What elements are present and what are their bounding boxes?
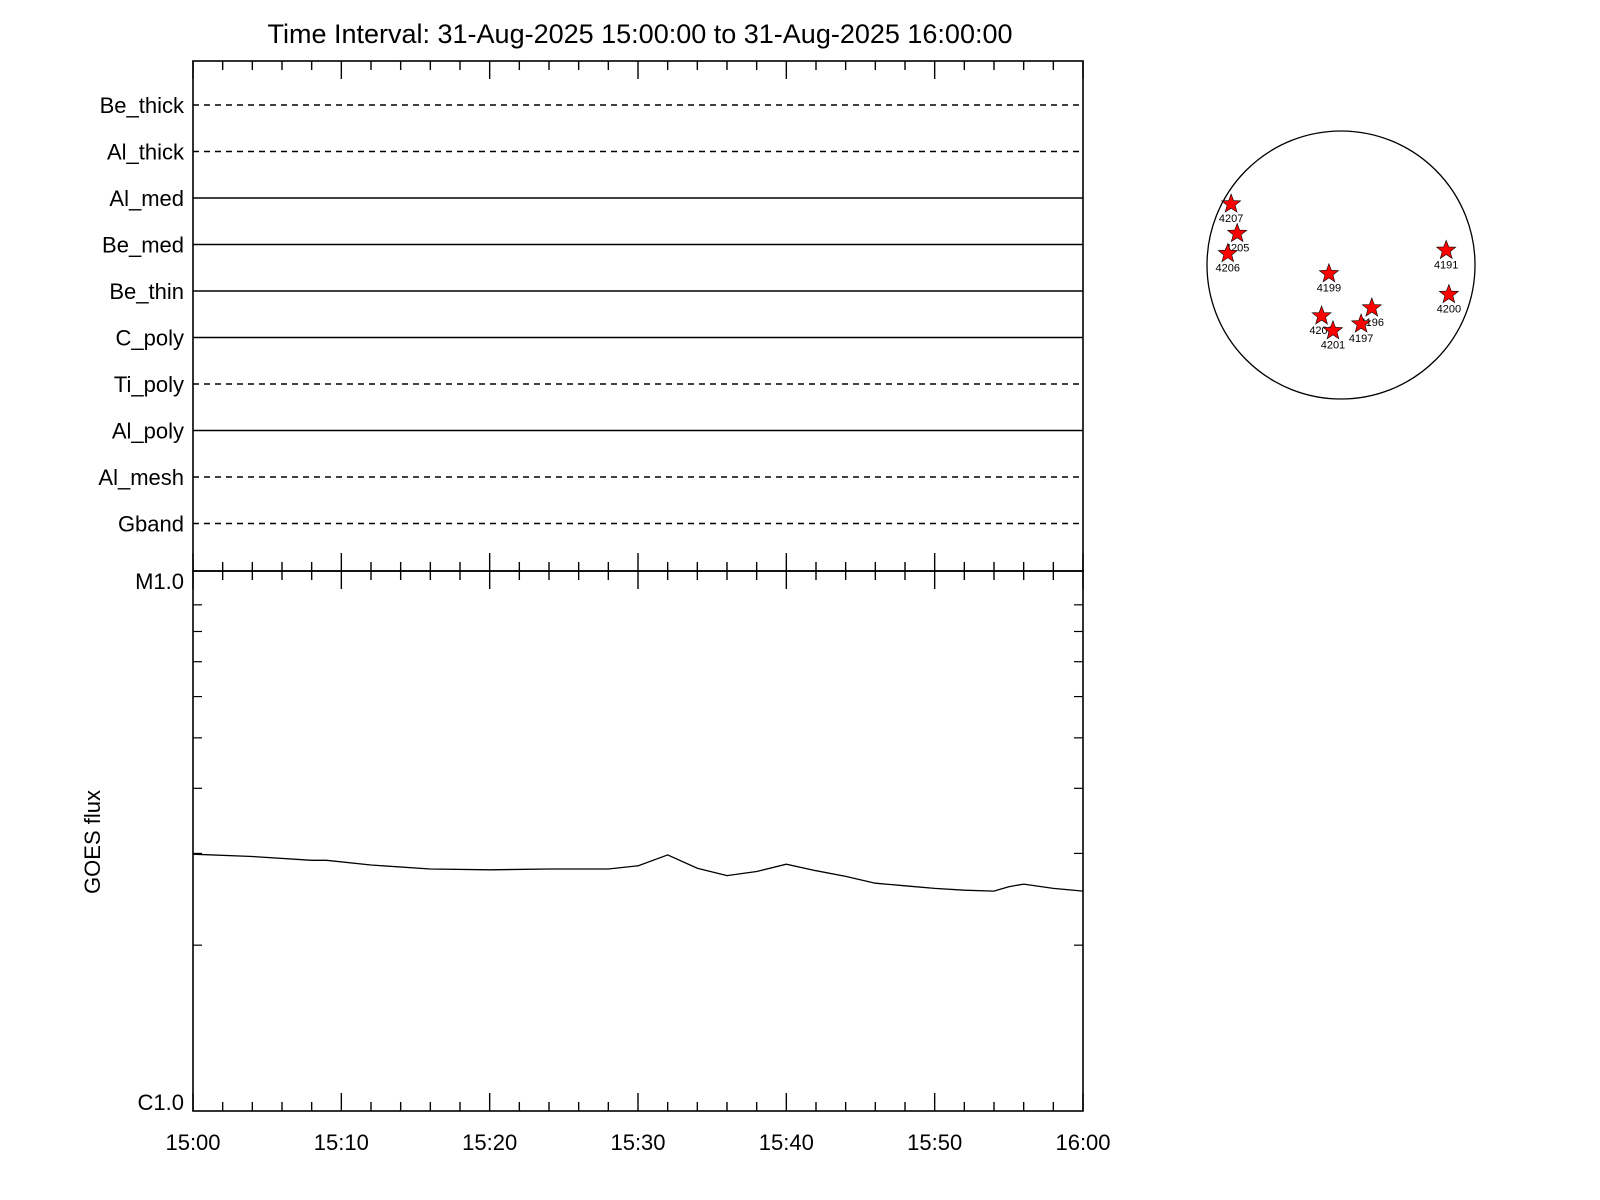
active-region-label: 4207 (1219, 213, 1243, 225)
active-region-star (1435, 239, 1457, 260)
active-region-star (1311, 305, 1332, 325)
x-tick-label: 15:20 (462, 1130, 517, 1155)
timeline-time-ticks (192, 61, 1084, 571)
x-tick-label: 15:30 (610, 1130, 665, 1155)
x-tick-label: 15:50 (907, 1130, 962, 1155)
instrument-timeline-panel: Be_thick Al_thick Al_med Be_med Be_thin C_pol… (98, 60, 1084, 572)
goes-y-ticks: C1.0 M1.0 (135, 569, 1083, 1115)
active-region-star (1322, 319, 1344, 340)
x-tick-label: 15:40 (759, 1130, 814, 1155)
channel-label: Be_med (102, 233, 184, 258)
channel-label: Al_mesh (98, 465, 184, 490)
channel-label: Al_med (109, 186, 184, 211)
active-region-star (1350, 313, 1372, 333)
channel-label: Al_thick (107, 140, 185, 165)
active-region-label: 4200 (1437, 303, 1461, 315)
goes-x-tick-labels: 15:00 15:10 15:20 15:30 15:40 15:50 16:00 (165, 1130, 1110, 1155)
active-region-star (1217, 242, 1239, 263)
channel-label: Be_thin (109, 279, 184, 304)
active-region-label: 4206 (1216, 263, 1240, 275)
active-region-star (1361, 297, 1383, 317)
active-region-star (1438, 283, 1460, 304)
active-region-label: 4196 (1360, 317, 1384, 329)
channel-label: Al_poly (112, 419, 184, 444)
goes-flux-panel: C1.0M1.0 15:00 15:10 15:20 15:30 15:40 15:50 1… (80, 569, 1111, 1155)
channel-rows: Be_thick Al_thick Al_med Be_med Be_thin C_pol… (98, 93, 1083, 537)
x-tick-label: 15:00 (165, 1130, 220, 1155)
chart-title: Time Interval: 31-Aug-2025 15:00:00 to 3… (267, 19, 1012, 49)
solar-disk-limb (1206, 130, 1476, 400)
active-region-star (1318, 262, 1340, 283)
x-tick-label: 15:10 (314, 1130, 369, 1155)
active-region-label: 4201 (1321, 340, 1345, 352)
channel-label: Gband (118, 512, 184, 537)
channel-label: Ti_poly (114, 372, 184, 397)
timeline-frame (192, 60, 1084, 572)
goes-flux-line (192, 853, 1084, 892)
channel-label: C_poly (116, 326, 184, 351)
goes-plot-frame (192, 570, 1084, 1112)
active-region-label: 4197 (1349, 333, 1373, 345)
goes-y-axis-label: GOES flux (80, 790, 105, 894)
channel-label: Be_thick (100, 93, 185, 118)
y-tick-label: M1.0 (135, 569, 184, 594)
active-region-star (1220, 193, 1242, 213)
active-region-star (1226, 222, 1248, 243)
x-tick-label: 16:00 (1055, 1130, 1110, 1155)
active-region-label: 4199 (1317, 283, 1341, 295)
goes-time-ticks (192, 571, 1084, 1111)
active-region-label: 4191 (1434, 259, 1458, 271)
y-tick-label: C1.0 (138, 1090, 184, 1115)
